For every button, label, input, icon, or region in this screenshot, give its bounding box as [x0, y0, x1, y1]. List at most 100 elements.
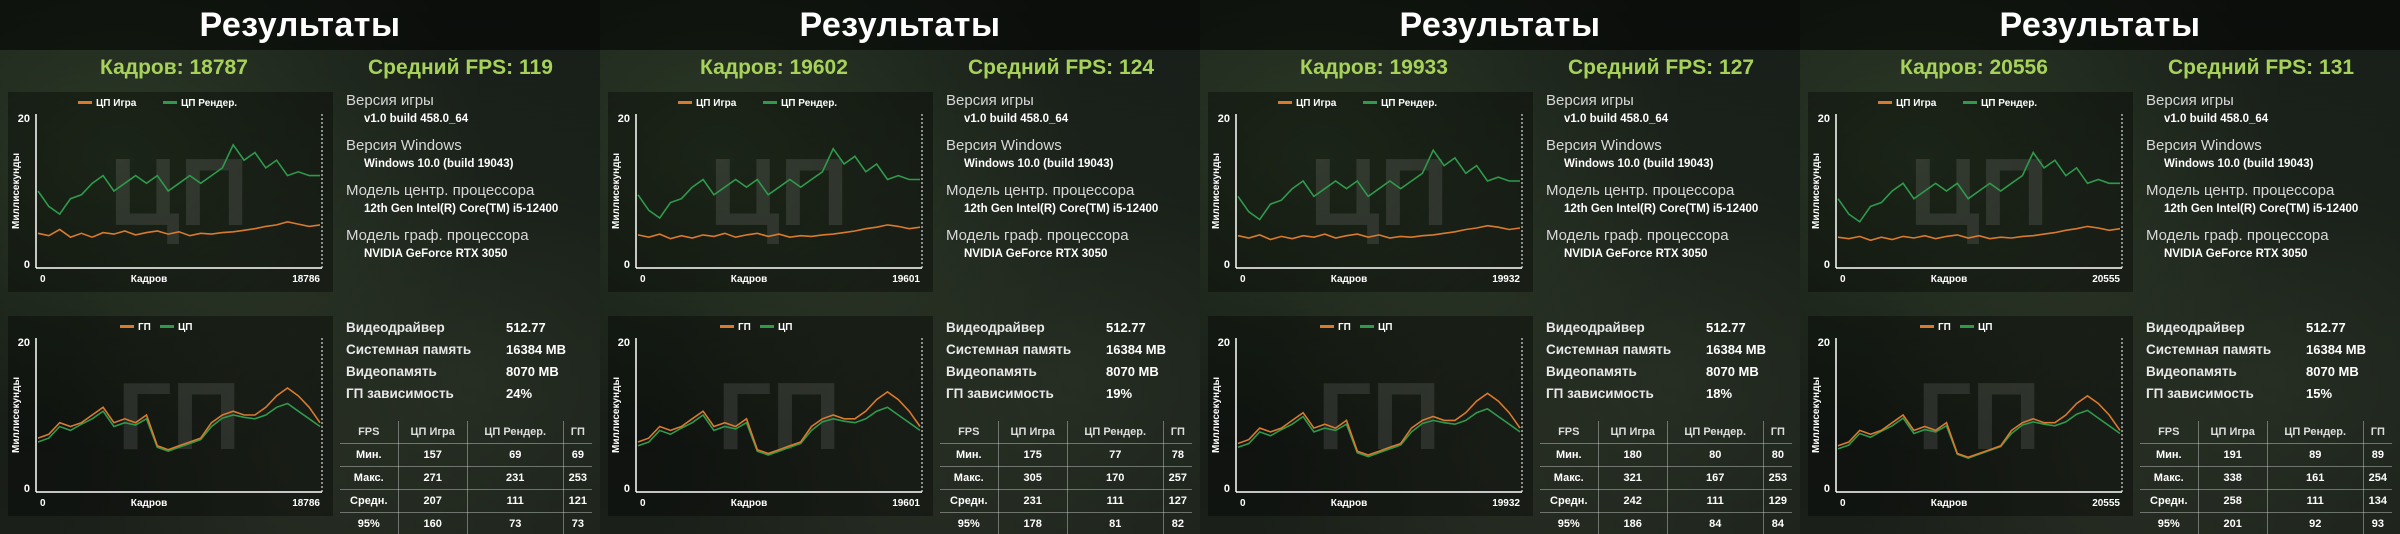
x-axis-label: Кадров: [1931, 498, 1968, 509]
fps-table: FPS ЦП Игра ЦП Рендер. ГП Мин. 175 77 78 Макс. 30…: [940, 421, 1192, 534]
page-title: Результаты: [1399, 6, 1601, 44]
x-tick-label: 0: [640, 274, 646, 285]
spec-key: Видеодрайвер: [2146, 319, 2245, 335]
table-header-row: FPS ЦП Игра ЦП Рендер. ГП: [940, 421, 1192, 444]
title-bar: [1200, 0, 1800, 50]
gpu-chart: ГП ГП ЦП 20 0 0 20555 Кадров Миллисекунды: [1808, 316, 2133, 516]
table-cell: Мин.: [2140, 443, 2199, 467]
frames-count: Кадров: 18787: [100, 56, 248, 79]
x-tick-label: 0: [40, 498, 46, 509]
spec-row: Видеопамять 8070 MB: [1546, 360, 1796, 382]
table-cell: 89: [2267, 443, 2364, 467]
frames-count: Кадров: 19602: [700, 56, 848, 79]
spec-row: Системная память 16384 MB: [1546, 338, 1796, 360]
x-tick-label: 0: [1240, 498, 1246, 509]
spec-value: 8070 MB: [1106, 363, 1159, 379]
spec-key: Системная память: [946, 341, 1072, 357]
table-cell: 157: [398, 443, 468, 467]
x-tick-label: 19601: [892, 498, 920, 509]
cpu-chart: ЦП ЦП Игра ЦП Рендер. 20 0 0 19601 Кадров Миллис…: [608, 92, 933, 292]
series-line-primary: [1237, 224, 1521, 241]
spec-row: ГП зависимость 15%: [2146, 382, 2396, 404]
y-axis-label: Миллисекунды: [1811, 377, 1822, 453]
spec-row: Видеодрайвер 512.77: [1546, 316, 1796, 338]
x-axis-label: Кадров: [731, 498, 768, 509]
chart-svg: ГП ГП ЦП 20 00 18786 Кадров Миллисекунды: [8, 316, 333, 516]
table-row: Средн. 258 111 134: [2140, 489, 2392, 513]
chart-watermark: ГП: [717, 363, 840, 470]
table-cell: 191: [2198, 443, 2268, 467]
legend-label: ЦП: [1378, 322, 1393, 333]
y-tick-label: 20: [1818, 337, 1830, 349]
y-tick-label: 20: [618, 337, 630, 349]
info-label: Модель граф. процессора: [346, 227, 529, 244]
spec-key: Видеодрайвер: [1546, 319, 1645, 335]
spec-key: ГП зависимость: [1546, 385, 1654, 401]
table-cell: 253: [563, 466, 592, 490]
legend-swatch-green: [160, 325, 174, 328]
spec-list: Видеодрайвер 512.77 Системная память 16384 …: [946, 316, 1196, 404]
table-cell: 253: [1763, 466, 1792, 490]
spec-row: ГП зависимость 24%: [346, 382, 596, 404]
table-cell: 80: [1667, 443, 1764, 467]
table-header: ГП: [2363, 421, 2392, 444]
x-tick-label: 0: [40, 274, 46, 285]
fps-table: FPS ЦП Игра ЦП Рендер. ГП Мин. 180 80 80 Макс. 32…: [1540, 421, 1792, 534]
spec-row: Системная память 16384 MB: [2146, 338, 2396, 360]
chart-watermark: ЦП: [709, 139, 848, 246]
spec-value: 512.77: [506, 319, 546, 335]
spec-key: Системная память: [2146, 341, 2272, 357]
legend-swatch-orange: [1878, 101, 1892, 104]
table-cell: 69: [563, 443, 592, 467]
table-header: ГП: [1163, 421, 1192, 444]
info-value: v1.0 build 458.0_64: [364, 113, 469, 125]
table-cell: 77: [1067, 443, 1164, 467]
table-row: Мин. 175 77 78: [940, 443, 1192, 467]
chart-svg: ЦП ЦП Игра ЦП Рендер. 20 00 19932 Кадров Миллис…: [1208, 92, 1533, 292]
page-title: Результаты: [1999, 6, 2201, 44]
info-value: Windows 10.0 (build 19043): [2164, 158, 2314, 170]
gpu-chart: ГП ГП ЦП 20 0 0 19601 Кадров Миллисекунды: [608, 316, 933, 516]
table-header: ЦП Игра: [398, 421, 468, 444]
table-cell: 111: [467, 489, 564, 513]
info-value: NVIDIA GeForce RTX 3050: [964, 248, 1108, 260]
info-label: Модель граф. процессора: [946, 227, 1129, 244]
y-tick-label: 0: [1224, 259, 1230, 271]
series-line-secondary: [37, 143, 320, 216]
cpu-chart: ЦП ЦП Игра ЦП Рендер. 20 0 0 20555 Кадров Миллис…: [1808, 92, 2133, 292]
y-axis-label: Миллисекунды: [11, 377, 22, 453]
y-tick-label: 20: [1818, 113, 1830, 125]
table-row: Мин. 157 69 69: [340, 443, 592, 467]
table-cell: 127: [1163, 489, 1192, 513]
legend-swatch-green: [763, 101, 777, 104]
series-line-primary: [1237, 392, 1521, 456]
results-panel: Результаты Кадров: 20556 Средний FPS: 131 Ц…: [1800, 0, 2400, 534]
table-header: FPS: [1540, 421, 1599, 444]
table-cell: Макс.: [340, 466, 399, 490]
title-bar: [0, 0, 600, 50]
spec-value: 8070 MB: [2306, 363, 2359, 379]
x-tick-label: 18786: [292, 274, 320, 285]
info-value: Windows 10.0 (build 19043): [364, 158, 514, 170]
table-header-row: FPS ЦП Игра ЦП Рендер. ГП: [1540, 421, 1792, 444]
table-cell: Средн.: [1540, 489, 1599, 513]
cpu-chart: ЦП ЦП Игра ЦП Рендер. 20 0 0 19932 Кадров Миллис…: [1208, 92, 1533, 292]
average-fps: Средний FPS: 131: [2168, 56, 2355, 79]
y-axis-label: Миллисекунды: [611, 377, 622, 453]
table-header: ЦП Рендер.: [2267, 421, 2364, 444]
chart-background: [1208, 316, 1533, 516]
info-value: v1.0 build 458.0_64: [1564, 113, 1669, 125]
spec-key: Видеопамять: [2146, 363, 2237, 379]
spec-row: Видеодрайвер 512.77: [946, 316, 1196, 338]
legend-swatch-green: [760, 325, 774, 328]
series-line-primary: [637, 390, 921, 455]
table-row: Макс. 271 231 253: [340, 466, 592, 490]
table-cell: 180: [1598, 443, 1668, 467]
spec-row: Видеопамять 8070 MB: [2146, 360, 2396, 382]
x-tick-label: 19601: [892, 274, 920, 285]
y-tick-label: 20: [18, 337, 30, 349]
info-value: Windows 10.0 (build 19043): [1564, 158, 1714, 170]
table-header: ЦП Рендер.: [467, 421, 564, 444]
series-line-secondary: [37, 402, 321, 453]
legend-swatch-orange: [678, 101, 692, 104]
